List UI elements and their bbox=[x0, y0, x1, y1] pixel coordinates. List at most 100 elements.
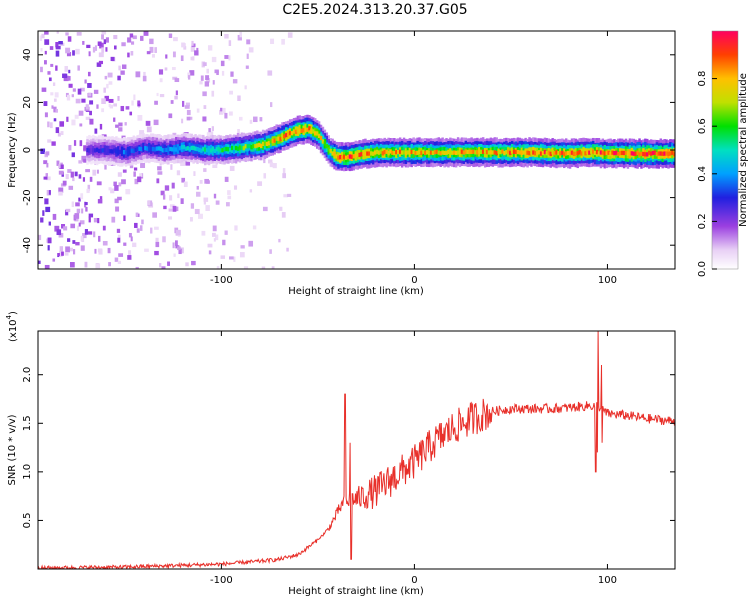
ridge-cell bbox=[624, 150, 628, 156]
noise-cell bbox=[118, 127, 123, 132]
noise-cell bbox=[121, 64, 127, 69]
y-tick-label: 0 bbox=[22, 147, 33, 153]
noise-cell bbox=[117, 96, 120, 101]
noise-cell bbox=[212, 80, 215, 85]
ridge-cell bbox=[178, 146, 182, 151]
noise-cell bbox=[170, 100, 174, 104]
noise-cell bbox=[139, 130, 145, 136]
noise-cell bbox=[286, 247, 289, 252]
ridge-cell bbox=[663, 151, 666, 156]
ridge-cell bbox=[252, 143, 255, 149]
ridge-cell bbox=[354, 153, 357, 158]
noise-cell bbox=[281, 212, 286, 218]
noise-cell bbox=[63, 226, 68, 231]
noise-cell bbox=[97, 41, 102, 46]
ridge-cell bbox=[217, 147, 220, 152]
noise-cell bbox=[224, 176, 229, 182]
noise-cell bbox=[65, 47, 71, 54]
noise-cell bbox=[154, 250, 159, 256]
noise-cell bbox=[67, 238, 71, 242]
ridge-cell bbox=[232, 145, 236, 150]
noise-cell bbox=[198, 213, 203, 219]
noise-cell bbox=[199, 179, 203, 184]
noise-cell bbox=[49, 122, 53, 129]
noise-cell bbox=[220, 255, 226, 259]
noise-cell bbox=[55, 42, 59, 48]
noise-cell bbox=[92, 169, 97, 176]
ridge-cell bbox=[205, 148, 209, 153]
noise-cell bbox=[113, 117, 116, 122]
noise-cell bbox=[224, 55, 229, 59]
noise-cell bbox=[172, 51, 176, 58]
ridge-cell bbox=[285, 132, 288, 138]
noise-cell bbox=[174, 206, 179, 212]
noise-cell bbox=[129, 33, 134, 38]
ridge-cell bbox=[391, 150, 394, 155]
noise-cell bbox=[72, 88, 76, 92]
noise-cell bbox=[81, 98, 86, 103]
noise-cell bbox=[177, 193, 180, 199]
noise-cell bbox=[77, 65, 80, 71]
noise-cell bbox=[239, 31, 242, 38]
noise-cell bbox=[128, 250, 132, 257]
noise-cell bbox=[155, 237, 159, 243]
ridge-cell bbox=[437, 150, 441, 155]
ridge-cell bbox=[435, 149, 439, 154]
noise-cell bbox=[181, 100, 185, 107]
noise-cell bbox=[214, 234, 219, 241]
noise-cell bbox=[47, 121, 50, 128]
noise-cell bbox=[190, 56, 194, 61]
noise-cell bbox=[188, 116, 193, 120]
ridge-cell bbox=[317, 133, 321, 139]
ridge-cell bbox=[642, 151, 645, 157]
noise-cell bbox=[78, 160, 83, 164]
noise-cell bbox=[249, 189, 253, 193]
ridge-cell bbox=[532, 150, 535, 155]
ridge-cell bbox=[190, 145, 193, 150]
noise-cell bbox=[48, 190, 51, 195]
noise-cell bbox=[54, 225, 60, 232]
noise-cell bbox=[180, 161, 185, 166]
ridge-cell bbox=[379, 149, 383, 154]
ridge-cell bbox=[169, 146, 172, 152]
noise-cell bbox=[142, 75, 147, 82]
ridge-cell bbox=[342, 154, 346, 159]
ridge-cell bbox=[630, 151, 634, 156]
noise-cell bbox=[68, 83, 73, 88]
noise-cell bbox=[80, 87, 85, 92]
noise-cell bbox=[57, 132, 61, 137]
ridge-cell bbox=[350, 154, 354, 159]
noise-cell bbox=[102, 225, 106, 231]
ridge-cell bbox=[136, 146, 139, 151]
noise-cell bbox=[162, 236, 166, 243]
ridge-cell bbox=[451, 150, 454, 155]
noise-cell bbox=[282, 173, 287, 179]
noise-cell bbox=[233, 256, 236, 262]
ridge-cell bbox=[657, 151, 661, 156]
ridge-cell bbox=[275, 136, 278, 141]
noise-cell bbox=[245, 65, 249, 69]
spectrogram-y-axis-label: Frequency (Hz) bbox=[7, 112, 18, 188]
ridge-cell bbox=[229, 147, 232, 153]
noise-cell bbox=[95, 263, 101, 269]
noise-cell bbox=[72, 240, 76, 244]
noise-cell bbox=[55, 45, 61, 50]
noise-cell bbox=[120, 70, 125, 75]
noise-cell bbox=[65, 173, 69, 180]
ridge-cell bbox=[209, 148, 213, 153]
ridge-cell bbox=[636, 150, 639, 155]
ridge-cell bbox=[238, 145, 242, 150]
noise-cell bbox=[140, 162, 146, 169]
noise-cell bbox=[143, 31, 149, 36]
noise-cell bbox=[97, 218, 100, 224]
noise-cell bbox=[181, 177, 186, 183]
noise-cell bbox=[211, 126, 214, 132]
ridge-cell bbox=[507, 149, 510, 154]
ridge-cell bbox=[518, 150, 522, 155]
noise-cell bbox=[267, 159, 273, 164]
noise-cell bbox=[183, 46, 187, 50]
noise-cell bbox=[222, 239, 226, 246]
ridge-cell bbox=[99, 148, 103, 153]
ridge-cell bbox=[93, 148, 97, 153]
noise-cell bbox=[230, 71, 234, 77]
